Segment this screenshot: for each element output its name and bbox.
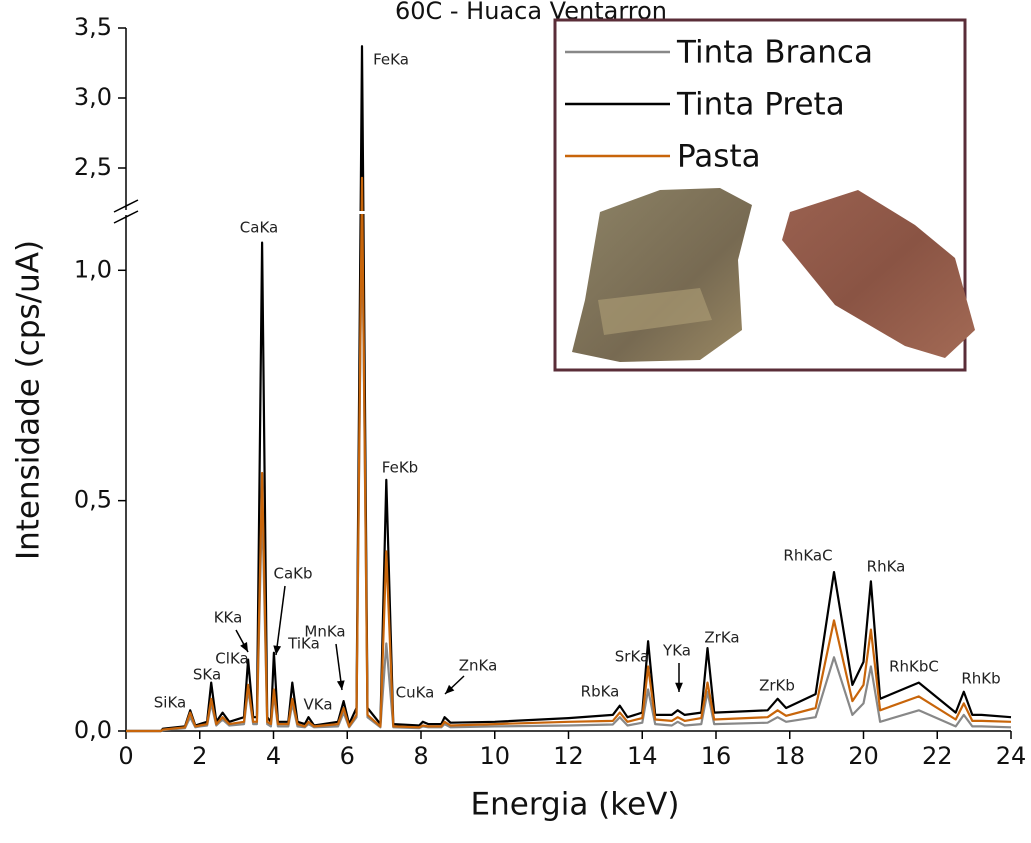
- spectrum-line: [126, 176, 1012, 733]
- y-axis-label: Intensidade (cps/uA): [11, 240, 47, 560]
- break-mark: [113, 210, 139, 224]
- arrow-head: [240, 642, 248, 652]
- y-tick-label: 0,0: [74, 716, 112, 744]
- peak-label: TiKa: [287, 635, 320, 653]
- arrow-head: [445, 684, 455, 694]
- x-tick-label: 6: [340, 742, 355, 770]
- x-tick-label: 14: [627, 742, 658, 770]
- x-tick-label: 12: [553, 742, 584, 770]
- x-axis-label: Energia (keV): [471, 787, 680, 823]
- sherd-photo: [782, 190, 975, 358]
- peak-label: VKa: [303, 696, 332, 714]
- peak-label: CaKb: [273, 565, 312, 583]
- arrow-head: [336, 680, 345, 690]
- axis-break: [112, 211, 372, 214]
- peak-label: ZrKa: [704, 629, 739, 647]
- peak-label: RhKbC: [889, 658, 939, 676]
- x-tick-label: 2: [192, 742, 207, 770]
- arrow-head: [273, 645, 282, 655]
- x-tick-label: 8: [413, 742, 428, 770]
- peak-label: ClKa: [215, 650, 248, 668]
- peak-label: YKa: [662, 642, 691, 660]
- y-tick-label: 2,5: [74, 153, 112, 181]
- peak-label: SrKa: [615, 648, 649, 666]
- peak-label: CaKa: [240, 219, 278, 237]
- x-tick-label: 0: [118, 742, 133, 770]
- legend-label: Tinta Branca: [676, 35, 873, 71]
- peak-label: RhKaC: [783, 547, 832, 565]
- peak-label: ZrKb: [759, 677, 795, 695]
- y-tick-label: 3,5: [74, 13, 112, 41]
- x-tick-label: 10: [479, 742, 510, 770]
- peak-label: KKa: [214, 609, 243, 627]
- x-tick-label: 24: [996, 742, 1027, 770]
- peak-label: MnKa: [304, 623, 345, 641]
- arrow-head: [675, 682, 683, 692]
- break-mark: [113, 199, 139, 213]
- legend-label: Pasta: [677, 139, 761, 175]
- peak-arrow: [275, 585, 286, 656]
- legend: Tinta Branca Tinta Preta Pasta: [553, 18, 975, 372]
- y-tick-label: 1,0: [74, 255, 112, 283]
- peak-label: RbKa: [581, 683, 620, 701]
- x-tick-label: 20: [848, 742, 879, 770]
- peak-label: FeKa: [373, 51, 409, 69]
- peak-label: RhKb: [961, 670, 1000, 688]
- peak-label: CuKa: [396, 684, 435, 702]
- y-tick-label: 3,0: [74, 83, 112, 111]
- x-tick-label: 22: [922, 742, 953, 770]
- sherd-band: [598, 288, 712, 335]
- legend-label: Tinta Preta: [676, 87, 845, 123]
- y-tick-label: 0,5: [74, 486, 112, 514]
- peak-label: FeKb: [382, 459, 418, 477]
- peak-label: RhKa: [867, 558, 906, 576]
- x-tick-label: 16: [701, 742, 732, 770]
- x-tick-label: 18: [774, 742, 805, 770]
- x-tick-label: 4: [266, 742, 281, 770]
- peak-label: ZnKa: [459, 657, 498, 675]
- peak-label: SiKa: [154, 694, 186, 712]
- peak-label: SKa: [193, 666, 221, 684]
